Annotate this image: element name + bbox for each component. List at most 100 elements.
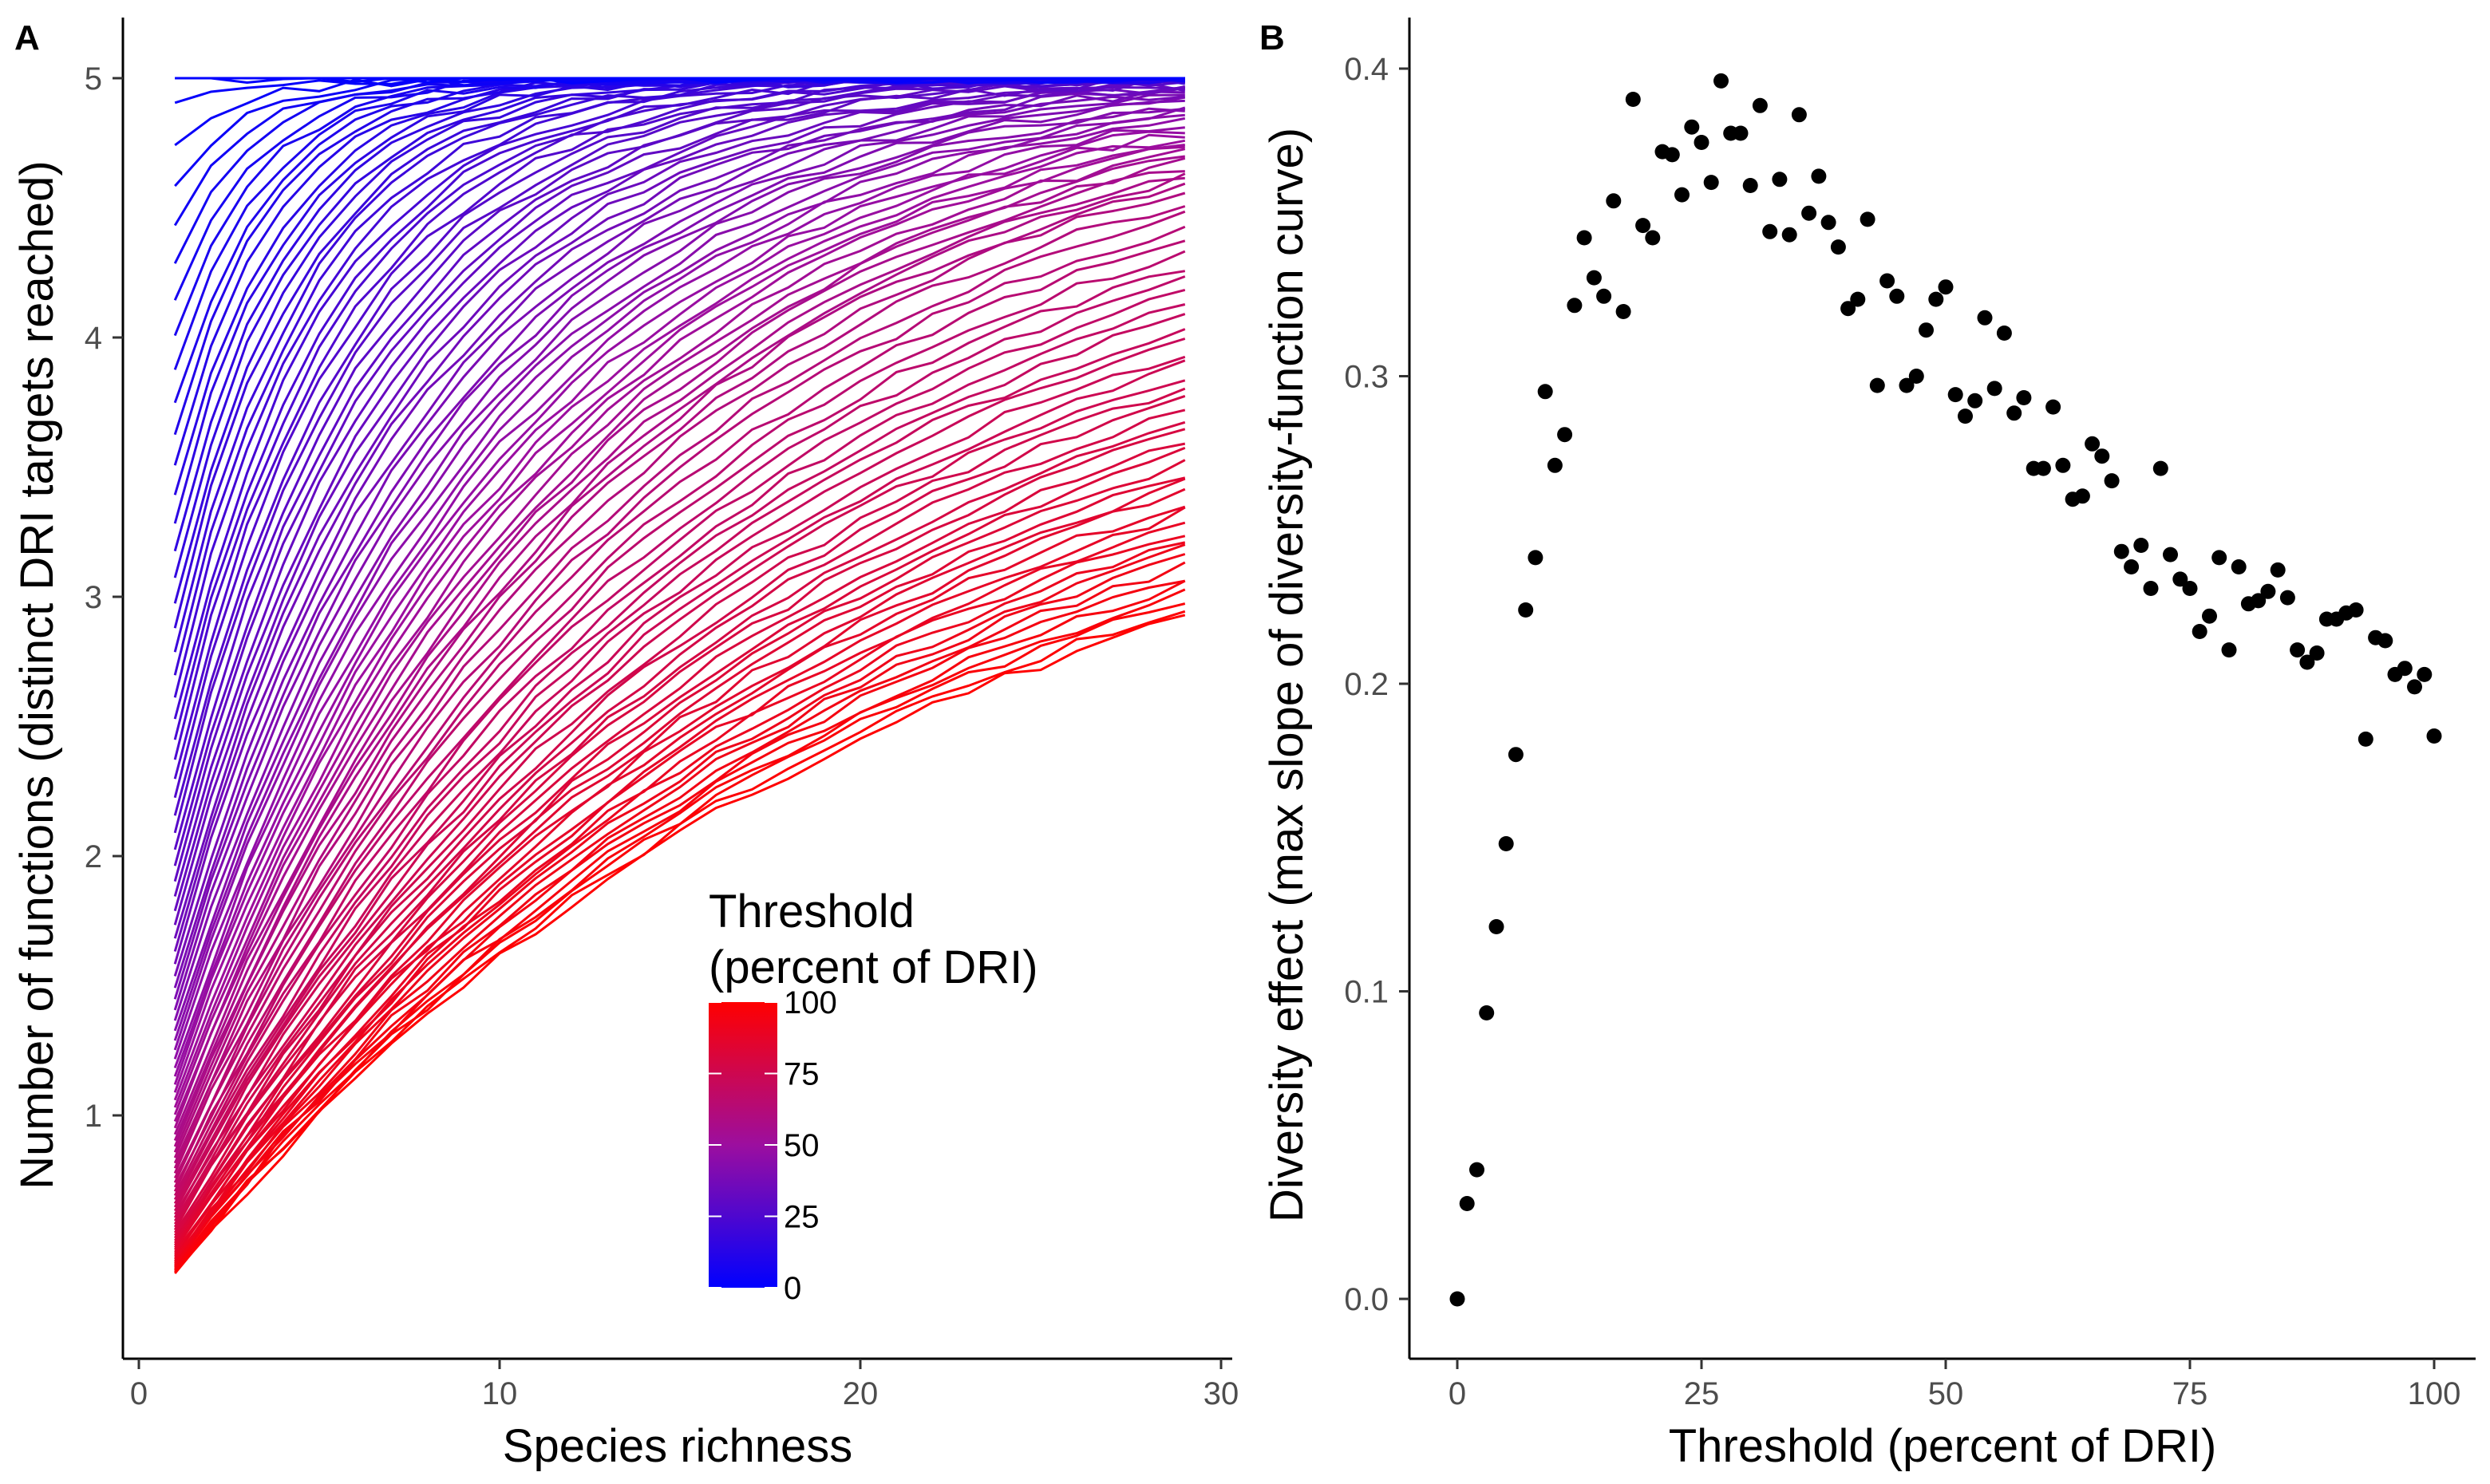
threshold-line-33 [173,82,1186,912]
scatter-point [1928,291,1944,307]
scatter-point [1811,168,1827,184]
threshold-line-95 [173,579,1186,1267]
scatter-point [1635,218,1651,234]
panel-a-x-tick-label: 0 [130,1376,148,1411]
scatter-point [1615,304,1631,319]
scatter-point [2426,728,2442,744]
threshold-line-34 [173,85,1185,926]
threshold-line-78 [173,408,1186,1231]
scatter-point [2417,666,2433,682]
panel-a-x-tick-label: 10 [482,1376,518,1411]
panel-b-y-axis-title: Diversity effect (max slope of diversity… [1261,128,1313,1222]
scatter-point [1899,377,1915,393]
threshold-line-43 [173,107,1185,1032]
threshold-line-87 [174,505,1186,1253]
scatter-point [2016,390,2032,405]
panel-b-x-tick-label: 50 [1928,1376,1964,1411]
threshold-line-44 [173,106,1186,1041]
legend-label: 100 [784,985,837,1020]
threshold-line-53 [173,148,1186,1115]
threshold-line-31 [173,78,1185,882]
threshold-line-86 [173,487,1186,1251]
panel-a: A 0 10 20 30 1 2 3 4 5 Species richness Number o… [11,18,1239,1472]
threshold-line-72 [173,337,1186,1212]
threshold-line-27 [173,77,1185,816]
legend-label: 50 [784,1128,820,1163]
threshold-legend: Threshold (percent of DRI) 100 75 50 25 0 [709,886,1038,1306]
threshold-line-96 [174,579,1186,1269]
panel-b-y-tick-label: 0.2 [1344,667,1389,702]
scatter-point [2045,399,2061,415]
scatter-point [1840,301,1856,317]
threshold-line-65 [173,250,1186,1183]
threshold-line-82 [173,447,1186,1241]
threshold-line-63 [173,225,1186,1174]
threshold-line-59 [173,182,1186,1153]
scatter-point [2094,448,2110,464]
threshold-line-68 [173,288,1186,1197]
threshold-line-89 [173,521,1186,1257]
scatter-point [1801,205,1817,221]
panel-b-y-tick-label: 0.4 [1344,52,1389,87]
threshold-line-52 [173,145,1185,1108]
scatter-point [1860,211,1875,227]
threshold-line-51 [173,144,1185,1101]
threshold-line-91 [174,541,1186,1261]
scatter-point [1986,381,2002,397]
scatter-point [1850,291,1866,307]
scatter-point [2211,550,2227,566]
panel-b-ticks: 0 25 50 75 100 0.0 0.1 0.2 0.3 0.4 [1344,52,2460,1411]
scatter-point [1781,227,1797,243]
scatter-point [2113,543,2129,559]
threshold-line-7 [173,77,1185,301]
panel-b-x-axis-title: Threshold (percent of DRI) [1669,1420,2217,1472]
panel-a-ticks: 0 10 20 30 1 2 3 4 5 [85,61,1239,1411]
panel-a-y-tick-label: 5 [85,61,102,97]
scatter-point [2260,583,2276,599]
scatter-point [1703,175,1719,191]
threshold-line-64 [173,239,1186,1179]
panel-a-y-tick-label: 3 [85,580,102,615]
panel-b: B 0 25 50 75 100 0.0 0.1 0.2 0.3 0.4 Threshold (p… [1259,18,2476,1472]
scatter-point [2104,473,2120,489]
panel-b-letter: B [1259,18,1285,57]
scatter-point [2182,581,2198,596]
scatter-point [2133,538,2149,553]
scatter-point [2163,547,2178,562]
scatter-point [1674,187,1690,203]
scatter-point [2143,581,2159,596]
threshold-line-56 [173,170,1185,1135]
scatter-point [1879,273,1895,289]
threshold-line-81 [173,442,1186,1239]
threshold-line-69 [173,303,1186,1201]
threshold-line-100 [174,614,1186,1275]
panel-a-letter: A [14,18,40,57]
panel-b-x-tick-label: 0 [1449,1376,1466,1411]
scatter-point [1752,97,1768,113]
scatter-point [2299,654,2315,670]
scatter-point [1664,147,1680,163]
panel-b-y-tick-label: 0.1 [1344,975,1389,1010]
scatter-point [1557,427,1573,443]
scatter-point [2221,642,2237,658]
panel-a-x-axis-title: Species richness [503,1420,852,1472]
threshold-line-73 [173,355,1186,1215]
threshold-line-36 [173,85,1186,952]
legend-title-line1: Threshold [709,886,915,937]
threshold-line-80 [173,428,1186,1237]
threshold-line-45 [173,113,1185,1051]
scatter-point [1684,119,1700,135]
threshold-line-39 [173,93,1185,989]
threshold-line-83 [173,459,1186,1244]
panel-a-y-axis-title: Number of functions (distinct DRI target… [11,160,63,1189]
threshold-line-62 [173,210,1186,1169]
panel-a-y-tick-label: 2 [85,839,102,874]
scatter-point [1625,92,1641,107]
threshold-line-41 [173,96,1186,1011]
legend-title-line2: (percent of DRI) [709,941,1038,993]
threshold-line-60 [173,191,1186,1158]
scatter-point [1889,288,1905,304]
threshold-line-48 [173,130,1185,1077]
threshold-line-71 [173,328,1186,1208]
scatter-point [1996,326,2012,341]
